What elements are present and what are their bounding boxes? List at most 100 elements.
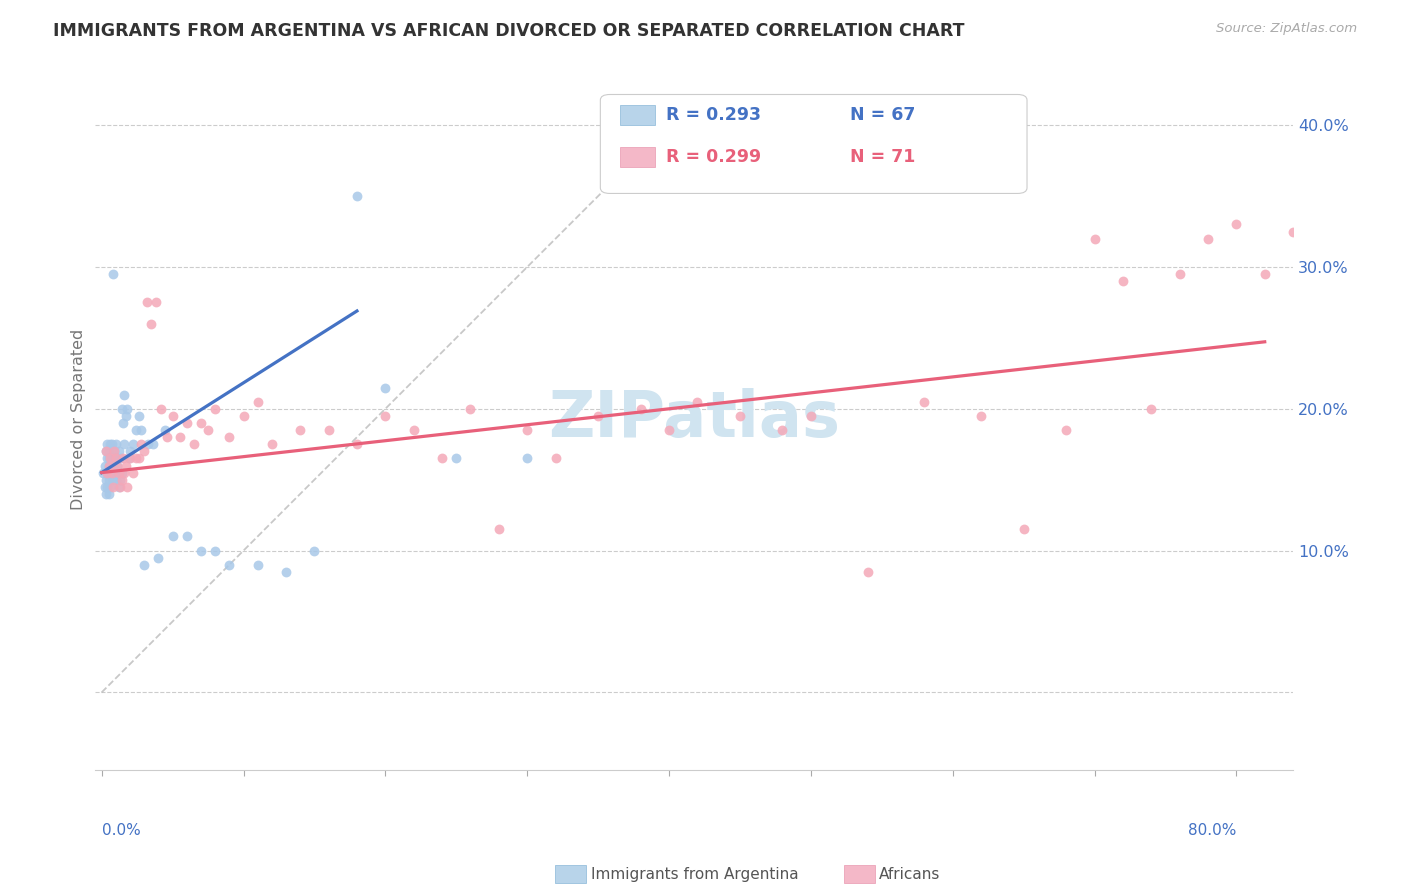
Point [112,387,135,401]
Point [772,423,794,437]
Point [232,409,254,423]
Point [318,423,340,437]
Point [108,451,131,466]
Point [446,451,468,466]
Point [1140,401,1163,416]
Point [104,437,127,451]
Point [107,466,129,480]
Point [108,473,131,487]
Text: N = 67: N = 67 [849,106,915,124]
Point [1367,211,1389,225]
Point [110,466,132,480]
Point [141,317,163,331]
Point [1012,522,1035,536]
Point [94,487,117,501]
Point [107,480,129,494]
Point [134,558,156,572]
Point [97,473,120,487]
Point [111,451,134,466]
Point [148,550,170,565]
Point [122,437,145,451]
Point [104,473,127,487]
Point [176,529,198,543]
Point [117,451,139,466]
Point [94,444,117,458]
Point [488,522,510,536]
Point [156,430,179,444]
Point [131,423,153,437]
Point [97,444,120,458]
Y-axis label: Divorced or Separated: Divorced or Separated [72,329,86,510]
Point [97,458,120,473]
Point [128,451,150,466]
Point [630,401,652,416]
Point [912,394,935,409]
Point [96,480,118,494]
Point [101,267,124,281]
Point [110,401,132,416]
Point [94,473,117,487]
Point [346,437,368,451]
Point [94,444,117,458]
Point [260,437,283,451]
Point [97,451,120,466]
Point [112,437,135,451]
Point [96,451,118,466]
Point [112,466,135,480]
Point [118,451,141,466]
Point [162,529,184,543]
Point [100,451,122,466]
Point [190,543,212,558]
Point [183,437,205,451]
Point [150,401,173,416]
Point [96,437,118,451]
Point [402,423,425,437]
Point [101,473,124,487]
Point [122,466,145,480]
Point [800,409,823,423]
Text: 0.0%: 0.0% [101,823,141,838]
Point [114,409,136,423]
Point [98,458,121,473]
Point [162,409,184,423]
Text: Africans: Africans [879,867,941,881]
Point [155,423,177,437]
Point [274,565,297,579]
Point [374,409,396,423]
Point [516,423,538,437]
Point [374,380,396,394]
Point [658,423,681,437]
Point [856,565,879,579]
Point [93,480,115,494]
Point [1339,218,1361,232]
Point [104,451,127,466]
Point [430,451,453,466]
Point [108,480,131,494]
Point [544,451,567,466]
Point [100,466,122,480]
Point [1254,267,1277,281]
Point [103,466,125,480]
Point [103,444,125,458]
Point [100,437,122,451]
Text: Source: ZipAtlas.com: Source: ZipAtlas.com [1216,22,1357,36]
Point [1225,218,1247,232]
Point [134,444,156,458]
Point [98,466,121,480]
Point [93,458,115,473]
Point [105,466,128,480]
Point [98,451,121,466]
Point [290,423,312,437]
Point [98,480,121,494]
Point [125,451,148,466]
Text: R = 0.293: R = 0.293 [666,106,761,124]
Point [98,437,121,451]
Point [142,437,165,451]
Point [1112,274,1135,288]
Point [114,458,136,473]
Point [218,558,240,572]
Point [131,437,153,451]
Point [96,466,118,480]
Point [115,480,138,494]
Text: IMMIGRANTS FROM ARGENTINA VS AFRICAN DIVORCED OR SEPARATED CORRELATION CHART: IMMIGRANTS FROM ARGENTINA VS AFRICAN DIV… [53,22,965,40]
